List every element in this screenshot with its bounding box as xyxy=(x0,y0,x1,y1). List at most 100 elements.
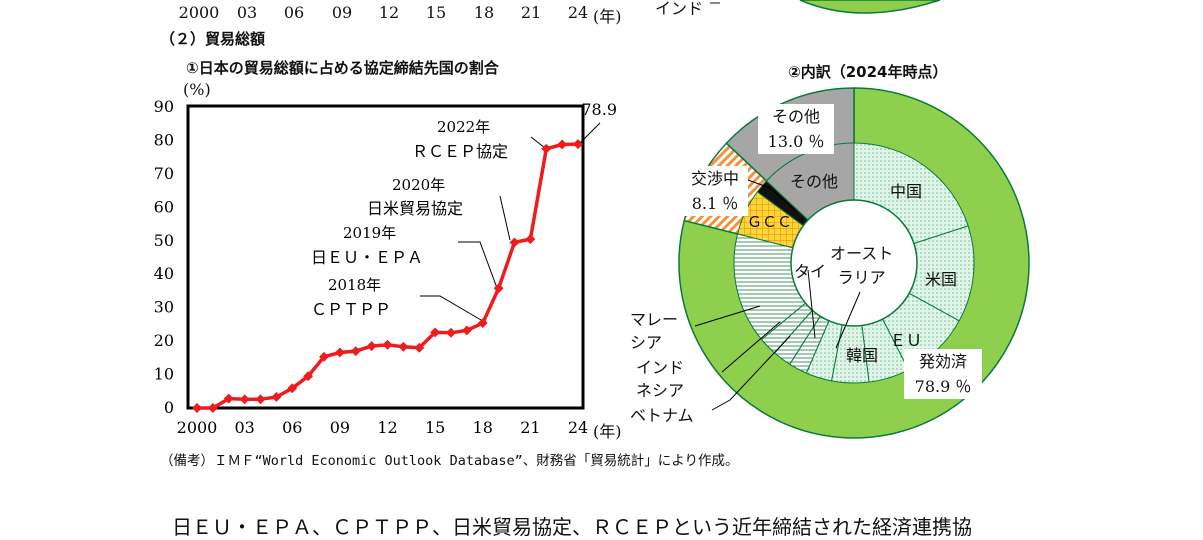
top-strip-tick: 18 xyxy=(473,3,495,22)
cptpp-leader xyxy=(420,295,482,321)
label-outer-others-pct: 13.0 ％ xyxy=(767,132,825,151)
x-tick-label: 21 xyxy=(520,418,540,437)
pie-chart xyxy=(678,87,1030,439)
y-tick-label: 90 xyxy=(154,97,174,116)
x-tick-label: 2000 xyxy=(177,418,218,437)
pie-chart-title: ②内訳（2024年時点） xyxy=(788,63,948,81)
line-chart-x-unit: (年) xyxy=(593,422,622,441)
label-thai: タイ xyxy=(794,262,827,281)
line-chart-title: ①日本の貿易総額に占める協定締結先国の割合 xyxy=(186,59,499,77)
line-chart: 0 10 20 30 40 50 60 70 80 90 2000 03 06 09 12 15 18 21 24… xyxy=(154,97,617,437)
label-inner-others: その他 xyxy=(790,172,839,191)
callout-vietnam: ベトナム xyxy=(630,406,694,425)
y-tick-label: 10 xyxy=(154,365,174,384)
thai-leader xyxy=(807,269,816,339)
label-effective-box: 発効済 78.9 ％ xyxy=(904,349,982,399)
top-strip-tick: 24 xyxy=(567,3,589,22)
label-eu: ＥＵ xyxy=(890,331,923,350)
cptpp-name-label: ＣＰＴＰＰ xyxy=(311,300,391,319)
x-tick-label: 18 xyxy=(473,418,493,437)
label-negotiating-box: 交渉中 8.1 ％ xyxy=(682,166,748,216)
y-tick-label: 30 xyxy=(154,298,174,317)
label-australia: オースト ラリア xyxy=(830,244,894,287)
label-negotiating: 交渉中 xyxy=(690,169,739,188)
data-point xyxy=(271,392,282,402)
y-tick-label: 0 xyxy=(164,398,174,417)
end-label-leader xyxy=(579,122,601,144)
rcep-year-label: 2022年 xyxy=(437,118,490,136)
vietnam-leader xyxy=(711,335,791,411)
data-point xyxy=(366,341,377,352)
y-tick-label: 40 xyxy=(154,264,174,283)
data-point xyxy=(334,347,345,358)
indonesia-leader xyxy=(721,321,781,373)
data-point xyxy=(398,341,409,352)
data-point xyxy=(223,393,234,404)
top-strip-pie-remnant xyxy=(710,0,941,14)
x-tick-label: 06 xyxy=(282,418,302,437)
label-negotiating-pct: 8.1 ％ xyxy=(691,194,739,213)
top-strip-tick: 2000 xyxy=(178,3,220,22)
line-chart-y-unit: (%) xyxy=(183,80,211,99)
label-gcc: ＧＣＣ xyxy=(747,213,793,231)
malaysia-leader xyxy=(694,305,761,327)
y-tick-label: 60 xyxy=(154,197,174,216)
y-tick-label: 20 xyxy=(154,331,174,350)
top-strip-tick: 21 xyxy=(520,3,542,22)
callout-malaysia: マレー シア xyxy=(630,310,679,352)
data-point xyxy=(319,351,329,362)
data-point xyxy=(207,403,218,413)
line-chart-frame xyxy=(186,104,585,410)
data-point xyxy=(192,403,202,413)
data-point xyxy=(255,394,266,405)
label-effective: 発効済 xyxy=(918,352,967,371)
data-point xyxy=(509,237,520,248)
data-point xyxy=(446,327,456,338)
label-outer-others-box: その他 13.0 ％ xyxy=(758,104,834,154)
data-point xyxy=(303,371,314,382)
bottom-body-text: 日ＥＵ・ＥＰＡ、ＣＰＴＰＰ、日米貿易協定、ＲＣＥＰという近年締結された経済連携協 xyxy=(172,515,972,539)
top-strip-tick: 03 xyxy=(236,3,258,22)
eu-year-label: 2019年 xyxy=(343,224,396,242)
cptpp-year-label: 2018年 xyxy=(328,276,381,294)
data-point xyxy=(430,327,441,338)
data-point xyxy=(382,339,393,350)
x-tick-label: 24 xyxy=(568,418,588,437)
data-point xyxy=(350,346,361,357)
pie-hole xyxy=(790,199,918,327)
x-tick-label: 09 xyxy=(330,418,350,437)
top-strip-tick: 12 xyxy=(378,3,400,22)
rcep-name-label: ＲＣＥＰ協定 xyxy=(412,142,508,161)
us-name-label: 日米貿易協定 xyxy=(367,199,463,218)
line-end-label: 78.9 xyxy=(581,100,617,119)
data-point xyxy=(477,318,488,329)
data-point xyxy=(573,139,583,150)
label-outer-others: その他 xyxy=(771,107,820,126)
eu-name-label: 日ＥＵ・ＥＰＡ xyxy=(311,248,423,267)
data-point xyxy=(461,325,472,336)
label-effective-pct: 78.9 ％ xyxy=(914,377,972,396)
callout-indonesia: インド ネシア xyxy=(636,358,685,400)
data-point xyxy=(287,383,298,394)
x-tick-label: 12 xyxy=(377,418,397,437)
data-point xyxy=(525,234,536,245)
rcep-leader xyxy=(530,136,546,149)
top-strip-tick: 09 xyxy=(331,3,353,22)
data-point xyxy=(493,283,504,294)
footnote: （備考）ＩＭＦ“World Economic Outlook Database”… xyxy=(160,453,739,469)
section-heading: （２）貿易総額 xyxy=(160,30,266,48)
y-tick-label: 50 xyxy=(154,231,174,250)
x-tick-label: 15 xyxy=(425,418,445,437)
y-tick-label: 80 xyxy=(154,130,174,149)
label-china: 中国 xyxy=(890,182,923,201)
negotiating-leader xyxy=(747,179,796,211)
top-strip-unit: (年) xyxy=(593,7,622,26)
x-tick-label: 03 xyxy=(234,418,254,437)
top-strip-tick: 06 xyxy=(283,3,305,22)
data-point xyxy=(541,143,552,154)
eu-leader xyxy=(458,241,498,289)
y-tick-label: 70 xyxy=(154,164,174,183)
data-point xyxy=(557,139,568,150)
label-us: 米国 xyxy=(925,270,958,289)
data-point xyxy=(414,342,425,353)
